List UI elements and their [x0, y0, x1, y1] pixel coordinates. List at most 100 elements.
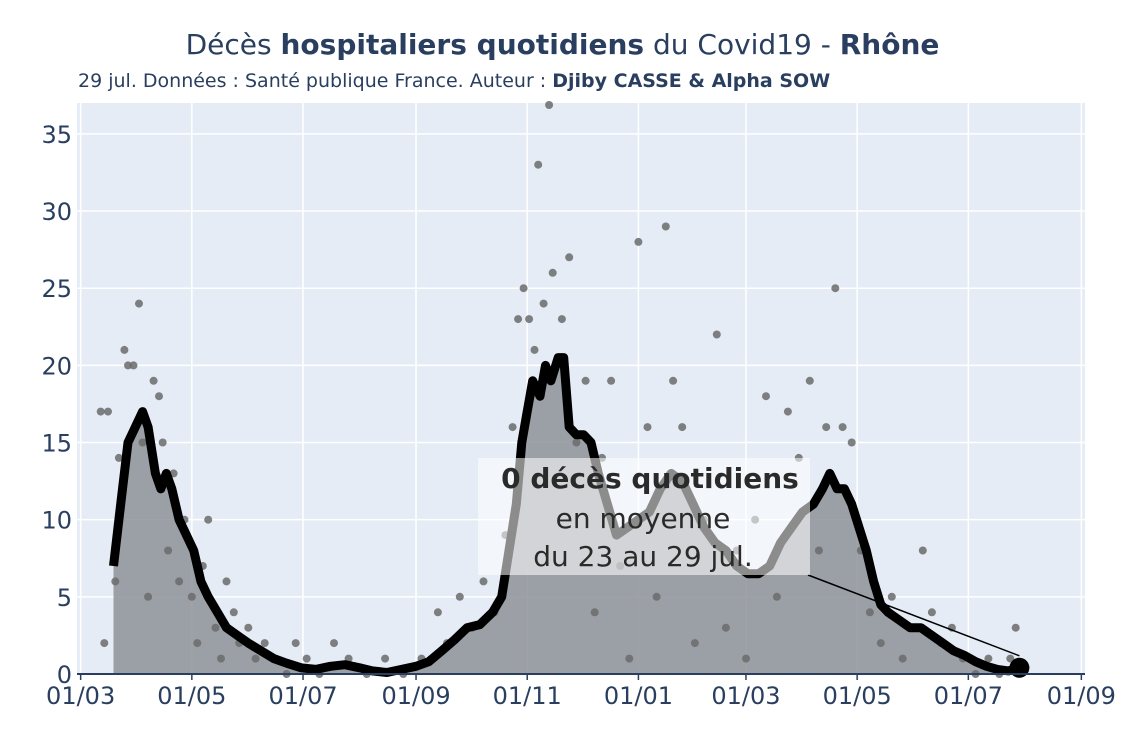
- daily-dot: [100, 639, 109, 648]
- daily-dot: [581, 376, 590, 385]
- daily-dot: [514, 315, 523, 324]
- daily-dot: [678, 423, 687, 432]
- x-tick-label: 01/03: [711, 682, 780, 710]
- daily-dot: [918, 546, 927, 555]
- daily-dot: [545, 101, 554, 109]
- y-tick-label: 25: [41, 275, 72, 303]
- y-tick-label: 5: [57, 584, 72, 612]
- daily-dot: [479, 577, 488, 586]
- chart-subtitle: 29 jul. Données : Santé publique France.…: [78, 70, 831, 92]
- daily-dot: [508, 423, 517, 432]
- annotation-line2: en moyenne: [556, 502, 731, 535]
- y-tick-label: 20: [41, 352, 72, 380]
- daily-dot: [634, 237, 643, 246]
- daily-dot: [838, 423, 847, 432]
- y-tick-label: 15: [41, 430, 72, 458]
- daily-dot: [783, 407, 792, 416]
- daily-dot: [217, 654, 225, 663]
- daily-dot: [144, 592, 153, 601]
- daily-dot: [643, 423, 652, 432]
- daily-dot: [984, 654, 993, 663]
- daily-dot: [211, 623, 220, 632]
- daily-dot: [927, 608, 936, 617]
- daily-dot: [222, 577, 231, 586]
- daily-dot: [534, 160, 543, 169]
- daily-dot: [120, 345, 129, 354]
- y-tick-label: 30: [41, 198, 72, 226]
- x-tick-label: 01/11: [493, 682, 562, 710]
- daily-dot: [135, 299, 143, 308]
- daily-dot: [229, 608, 238, 617]
- daily-dot: [661, 222, 670, 231]
- daily-dot: [1006, 654, 1015, 663]
- daily-dot: [164, 546, 173, 555]
- daily-dot: [669, 376, 678, 385]
- daily-dot: [898, 654, 907, 663]
- daily-dot: [772, 592, 781, 601]
- daily-dot: [690, 639, 699, 648]
- daily-dot: [519, 284, 528, 293]
- daily-dot: [539, 299, 548, 308]
- daily-dot: [291, 639, 300, 648]
- y-tick-label: 10: [41, 507, 72, 535]
- y-gridlines: [77, 133, 1085, 598]
- daily-dot: [114, 453, 123, 462]
- daily-dot: [572, 438, 581, 447]
- daily-dot: [530, 345, 539, 354]
- daily-dot: [302, 654, 311, 663]
- average-line: [109, 353, 1021, 677]
- x-tick-label: 01/09: [1047, 682, 1116, 710]
- daily-dot: [204, 515, 213, 524]
- daily-dot: [742, 654, 750, 663]
- daily-dot: [805, 376, 814, 385]
- daily-dot: [381, 654, 390, 663]
- daily-dot: [652, 592, 661, 601]
- daily-dot: [847, 438, 856, 447]
- annotation-line1: 0 décès quotidiens: [501, 462, 799, 495]
- x-axis-ticks: 01/03 01/05 01/07 01/09 01/11 01/01 01/03 01/05…: [46, 674, 1116, 710]
- daily-dot: [96, 407, 105, 416]
- daily-dot: [193, 639, 202, 648]
- daily-dot: [175, 577, 184, 586]
- daily-dot: [887, 592, 896, 601]
- x-tick-label: 01/05: [157, 682, 226, 710]
- daily-dot: [762, 392, 770, 401]
- daily-dot: [557, 315, 566, 324]
- daily-dot: [158, 438, 167, 447]
- annotation-arrow: [807, 574, 1020, 657]
- y-axis-ticks: 0 5 10 15 20 25 30 35: [41, 121, 72, 689]
- annotation-box: [478, 458, 810, 575]
- y-tick-label: 0: [57, 661, 72, 689]
- daily-dot: [822, 423, 831, 432]
- daily-dot: [251, 654, 260, 663]
- x-tick-label: 01/07: [268, 682, 337, 710]
- daily-dot: [244, 623, 253, 632]
- x-tick-label: 01/09: [381, 682, 450, 710]
- daily-dot: [525, 315, 534, 324]
- x-tick-label: 01/01: [604, 682, 673, 710]
- last-point-marker: [1009, 657, 1030, 678]
- x-tick-label: 01/03: [46, 682, 115, 710]
- annotation-line3: du 23 au 29 jul.: [533, 540, 753, 573]
- daily-dot: [149, 376, 158, 385]
- daily-dot: [565, 253, 574, 262]
- daily-dot: [865, 608, 874, 617]
- daily-dot: [814, 546, 823, 555]
- chart-title: Décès hospitaliers quotidiens du Covid19…: [185, 28, 940, 61]
- y-tick-label: 35: [41, 121, 72, 149]
- daily-dot: [721, 623, 730, 632]
- daily-dot: [187, 592, 196, 601]
- daily-dot: [124, 361, 132, 370]
- daily-dot: [455, 592, 464, 601]
- daily-dot: [138, 438, 147, 447]
- daily-dot: [111, 577, 120, 586]
- daily-dot: [433, 608, 442, 617]
- daily-dot: [129, 361, 138, 370]
- daily-dot: [712, 330, 721, 339]
- daily-dot: [260, 639, 269, 648]
- daily-dot: [590, 608, 599, 617]
- x-tick-label: 01/07: [934, 682, 1003, 710]
- daily-dot: [607, 376, 616, 385]
- daily-dot: [831, 284, 840, 293]
- daily-dot: [104, 407, 112, 416]
